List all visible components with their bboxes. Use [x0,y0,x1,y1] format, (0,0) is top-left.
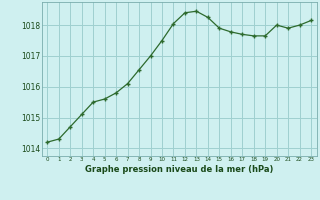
X-axis label: Graphe pression niveau de la mer (hPa): Graphe pression niveau de la mer (hPa) [85,165,273,174]
